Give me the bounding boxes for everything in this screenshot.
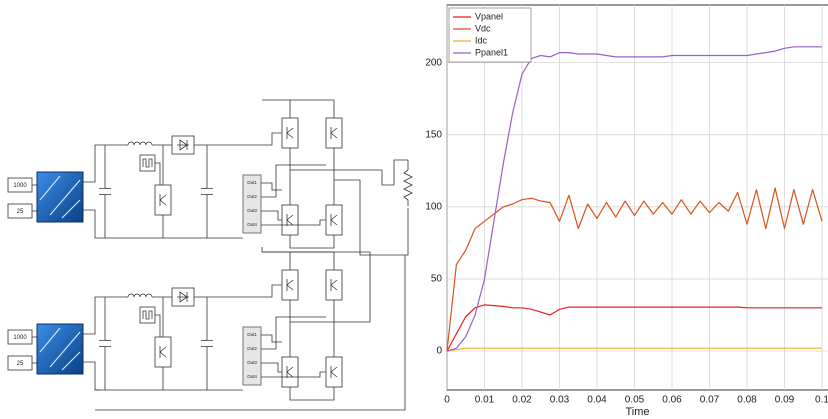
x-axis-label: Time bbox=[625, 406, 649, 418]
wire bbox=[290, 252, 334, 270]
x-tick-label: 0.02 bbox=[512, 395, 532, 406]
capacitor bbox=[99, 341, 111, 347]
legend-label: Idc bbox=[475, 35, 488, 45]
pulse-block bbox=[140, 307, 155, 323]
switch-block bbox=[326, 357, 342, 387]
y-tick-label: 200 bbox=[425, 57, 442, 68]
converter-row: 1000 25 Out1 Out2 Out3 Out4 bbox=[8, 247, 370, 400]
wire bbox=[261, 211, 282, 220]
x-tick-label: 0.01 bbox=[475, 395, 495, 406]
inductor bbox=[128, 142, 152, 145]
controller-port: Out1 bbox=[247, 180, 257, 185]
switch-block bbox=[326, 118, 342, 148]
wire bbox=[83, 297, 128, 334]
capacitor bbox=[99, 189, 111, 195]
figure: 100025Out1Out2Out3Out4100025Out1Out2Out3… bbox=[0, 0, 828, 419]
switch-block bbox=[155, 185, 171, 215]
legend-label: Vpanel bbox=[475, 11, 503, 21]
controller-port: Out3 bbox=[247, 360, 257, 365]
controller-port: Out4 bbox=[247, 374, 257, 379]
y-tick-label: 50 bbox=[431, 274, 443, 285]
capacitor bbox=[201, 341, 213, 347]
x-tick-label: 0.07 bbox=[700, 395, 720, 406]
switch-block bbox=[326, 205, 342, 235]
wire bbox=[262, 252, 290, 270]
switch-block bbox=[155, 337, 171, 367]
wire bbox=[262, 100, 290, 118]
x-tick-label: 0.06 bbox=[662, 395, 682, 406]
wire bbox=[290, 387, 334, 400]
legend-label: Ppanel1 bbox=[475, 47, 508, 57]
switch-block bbox=[282, 118, 298, 148]
wire bbox=[261, 335, 282, 342]
legend-label: Vdc bbox=[475, 23, 491, 33]
controller-port: Out2 bbox=[247, 194, 257, 199]
switch-block bbox=[326, 270, 342, 300]
x-tick-label: 0.08 bbox=[737, 395, 757, 406]
x-tick-label: 0 bbox=[444, 395, 450, 406]
schematic: 1000 25 Out1 Out2 Out3 Out4 1000 25 Out1 Out2 Out3… bbox=[8, 100, 412, 410]
x-tick-label: 0.05 bbox=[625, 395, 645, 406]
resistor bbox=[404, 170, 412, 206]
controller-port: Out2 bbox=[247, 346, 257, 351]
pv-array bbox=[37, 172, 83, 222]
wire bbox=[290, 170, 394, 185]
converter-row: 1000 25 Out1 Out2 Out3 Out4 bbox=[8, 100, 412, 255]
wire bbox=[394, 160, 408, 185]
controller-port: Out1 bbox=[247, 332, 257, 337]
capacitor bbox=[201, 189, 213, 195]
x-tick-label: 0.1 bbox=[815, 395, 828, 406]
y-tick-label: 100 bbox=[425, 202, 442, 213]
wire bbox=[194, 285, 282, 297]
x-tick-label: 0.04 bbox=[587, 395, 607, 406]
pv-array bbox=[37, 324, 83, 374]
temperature-label: 25 bbox=[17, 361, 24, 367]
chart: 0 50 100 150 200 0 0.01 0.02 0.03 0.04 0.05 0.06 0.0… bbox=[425, 5, 828, 418]
irradiance-label: 1000 bbox=[13, 335, 27, 341]
wire bbox=[83, 145, 128, 182]
x-tick-label: 0.03 bbox=[550, 395, 570, 406]
wire bbox=[194, 133, 282, 145]
wire bbox=[334, 180, 408, 255]
wire bbox=[290, 235, 334, 248]
switch-block bbox=[282, 270, 298, 300]
controller-port: Out3 bbox=[247, 208, 257, 213]
switch-block bbox=[282, 205, 298, 235]
inductor bbox=[128, 294, 152, 297]
irradiance-label: 1000 bbox=[13, 183, 27, 189]
wire bbox=[290, 100, 334, 118]
x-tick-label: 0.09 bbox=[775, 395, 795, 406]
y-tick-label: 0 bbox=[436, 346, 442, 357]
y-tick-label: 150 bbox=[425, 129, 442, 140]
controller-port: Out4 bbox=[247, 222, 257, 227]
temperature-label: 25 bbox=[17, 209, 24, 215]
wire bbox=[261, 183, 282, 190]
switch-block bbox=[282, 357, 298, 387]
wire bbox=[262, 252, 370, 322]
wire bbox=[261, 363, 282, 372]
pulse-block bbox=[140, 155, 155, 171]
